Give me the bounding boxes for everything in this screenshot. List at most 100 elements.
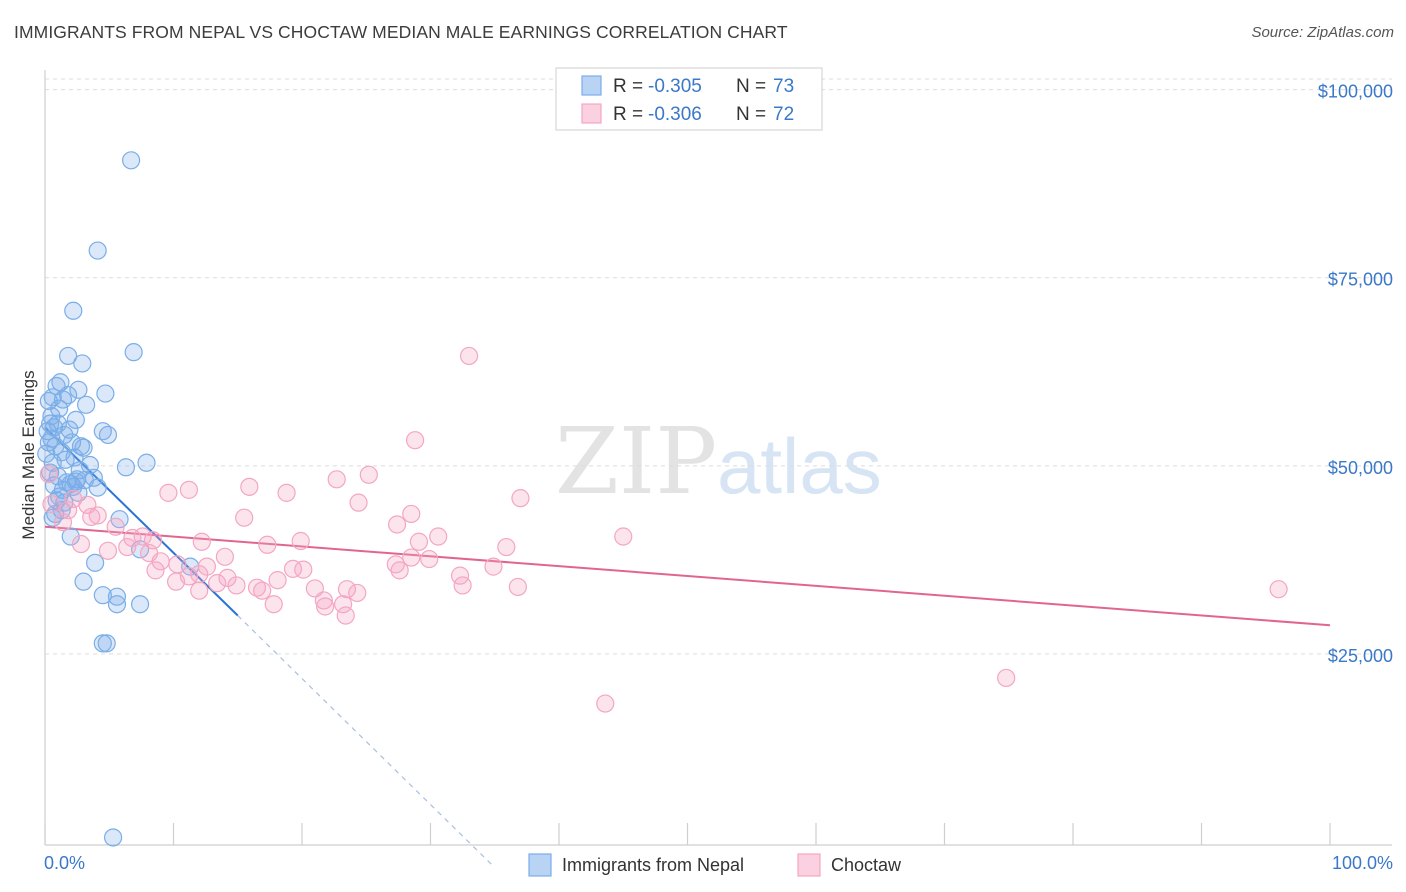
choctaw-point — [316, 597, 335, 616]
top-legend: R = -0.305 N = 73 R = -0.306 N = 72 — [555, 67, 823, 131]
y-tick-label: $25,000 — [1328, 646, 1393, 666]
x-tick-labels: 0.0% 100.0% — [44, 853, 1393, 873]
legend-nepal-r-value: -0.305 — [648, 76, 702, 97]
nepal-point — [39, 433, 58, 452]
choctaw-point — [390, 561, 409, 580]
nepal-point — [124, 343, 143, 362]
choctaw-point — [305, 579, 324, 598]
bottom-legend-choctaw: Choctaw — [831, 855, 902, 875]
choctaw-point — [497, 537, 516, 557]
nepal-point — [43, 508, 62, 527]
choctaw-point — [146, 561, 165, 580]
choctaw-point — [484, 557, 503, 576]
choctaw-point — [429, 527, 448, 546]
choctaw-point — [197, 557, 217, 576]
choctaw-point — [387, 515, 407, 534]
bottom-legend-swatch-nepal — [528, 853, 552, 877]
nepal-point — [37, 444, 56, 463]
legend-choctaw-n-value: 72 — [773, 104, 794, 125]
nepal-point — [137, 453, 156, 472]
choctaw-point — [283, 559, 303, 578]
nepal-point — [104, 828, 123, 847]
nepal-point — [121, 151, 141, 170]
x-tick-label: 100.0% — [1332, 853, 1393, 873]
choctaw-point — [314, 591, 333, 610]
choctaw-point — [327, 470, 346, 489]
choctaw-point — [277, 483, 296, 502]
choctaw-point — [596, 694, 615, 713]
source-label: Source: ZipAtlas.com — [1251, 24, 1394, 41]
nepal-point — [88, 241, 107, 260]
choctaw-point — [215, 547, 234, 566]
nepal-point — [116, 458, 136, 477]
legend-nepal-n-value: 73 — [773, 76, 794, 97]
nepal-point — [73, 354, 92, 373]
y-tick-label: $100,000 — [1318, 82, 1393, 102]
nepal-point — [44, 476, 64, 495]
choctaw-point — [123, 528, 142, 548]
nepal-point — [93, 586, 112, 605]
watermark-zip: ZIP — [555, 408, 717, 515]
choctaw-point — [459, 346, 479, 366]
nepal-point — [98, 425, 118, 445]
choctaw-point — [179, 480, 199, 499]
choctaw-point — [294, 560, 313, 579]
legend-choctaw-r-value: -0.306 — [648, 104, 702, 125]
nepal-point — [59, 346, 78, 366]
choctaw-point — [334, 595, 353, 614]
nepal-point — [69, 380, 88, 399]
nepal-point — [61, 527, 80, 546]
axes — [44, 70, 1392, 846]
choctaw-point — [258, 535, 277, 554]
gridlines — [45, 78, 1392, 655]
data-points — [37, 151, 1288, 847]
choctaw-point — [349, 493, 368, 512]
choctaw-trend-line — [44, 525, 1331, 627]
nepal-point — [50, 399, 69, 418]
choctaw-point — [402, 504, 421, 524]
bottom-legend-nepal: Immigrants from Nepal — [562, 855, 744, 875]
choctaw-point — [1269, 580, 1288, 599]
nepal-point — [96, 384, 115, 403]
nepal-point — [97, 634, 116, 653]
nepal-point — [93, 634, 112, 653]
nepal-point — [77, 395, 96, 414]
legend-choctaw-r-label: R = — [613, 104, 643, 125]
choctaw-point — [453, 576, 472, 595]
choctaw-point — [997, 668, 1016, 688]
x-tick-label: 0.0% — [44, 853, 85, 873]
choctaw-point — [235, 508, 254, 527]
choctaw-point — [208, 574, 227, 593]
bottom-legend: Immigrants from Nepal Choctaw — [528, 853, 902, 877]
nepal-point — [66, 472, 85, 491]
legend-swatch-nepal — [581, 75, 602, 96]
nepal-point — [88, 478, 107, 497]
choctaw-point — [159, 483, 178, 502]
bottom-legend-swatch-choctaw — [797, 853, 821, 877]
nepal-trend-extension — [237, 615, 496, 869]
choctaw-point — [291, 531, 310, 551]
y-tick-label: $50,000 — [1328, 458, 1393, 478]
choctaw-point — [190, 581, 209, 600]
nepal-point — [59, 385, 78, 405]
legend-swatch-choctaw — [581, 103, 602, 124]
choctaw-point — [247, 578, 267, 597]
choctaw-point — [192, 532, 211, 551]
nepal-point — [64, 301, 83, 320]
nepal-point — [130, 595, 150, 614]
choctaw-point — [264, 595, 283, 614]
choctaw-point — [402, 548, 421, 567]
choctaw-point — [420, 549, 439, 569]
choctaw-point — [82, 507, 101, 527]
choctaw-point — [39, 464, 58, 484]
y-tick-label: $75,000 — [1328, 270, 1393, 290]
choctaw-point — [88, 506, 107, 525]
nepal-trend-line — [44, 426, 239, 617]
y-axis-label: Median Male Earnings — [19, 370, 38, 539]
choctaw-point — [118, 537, 137, 557]
nepal-point — [71, 437, 91, 456]
nepal-point — [48, 414, 67, 433]
choctaw-point — [42, 495, 61, 514]
choctaw-point — [59, 501, 78, 520]
